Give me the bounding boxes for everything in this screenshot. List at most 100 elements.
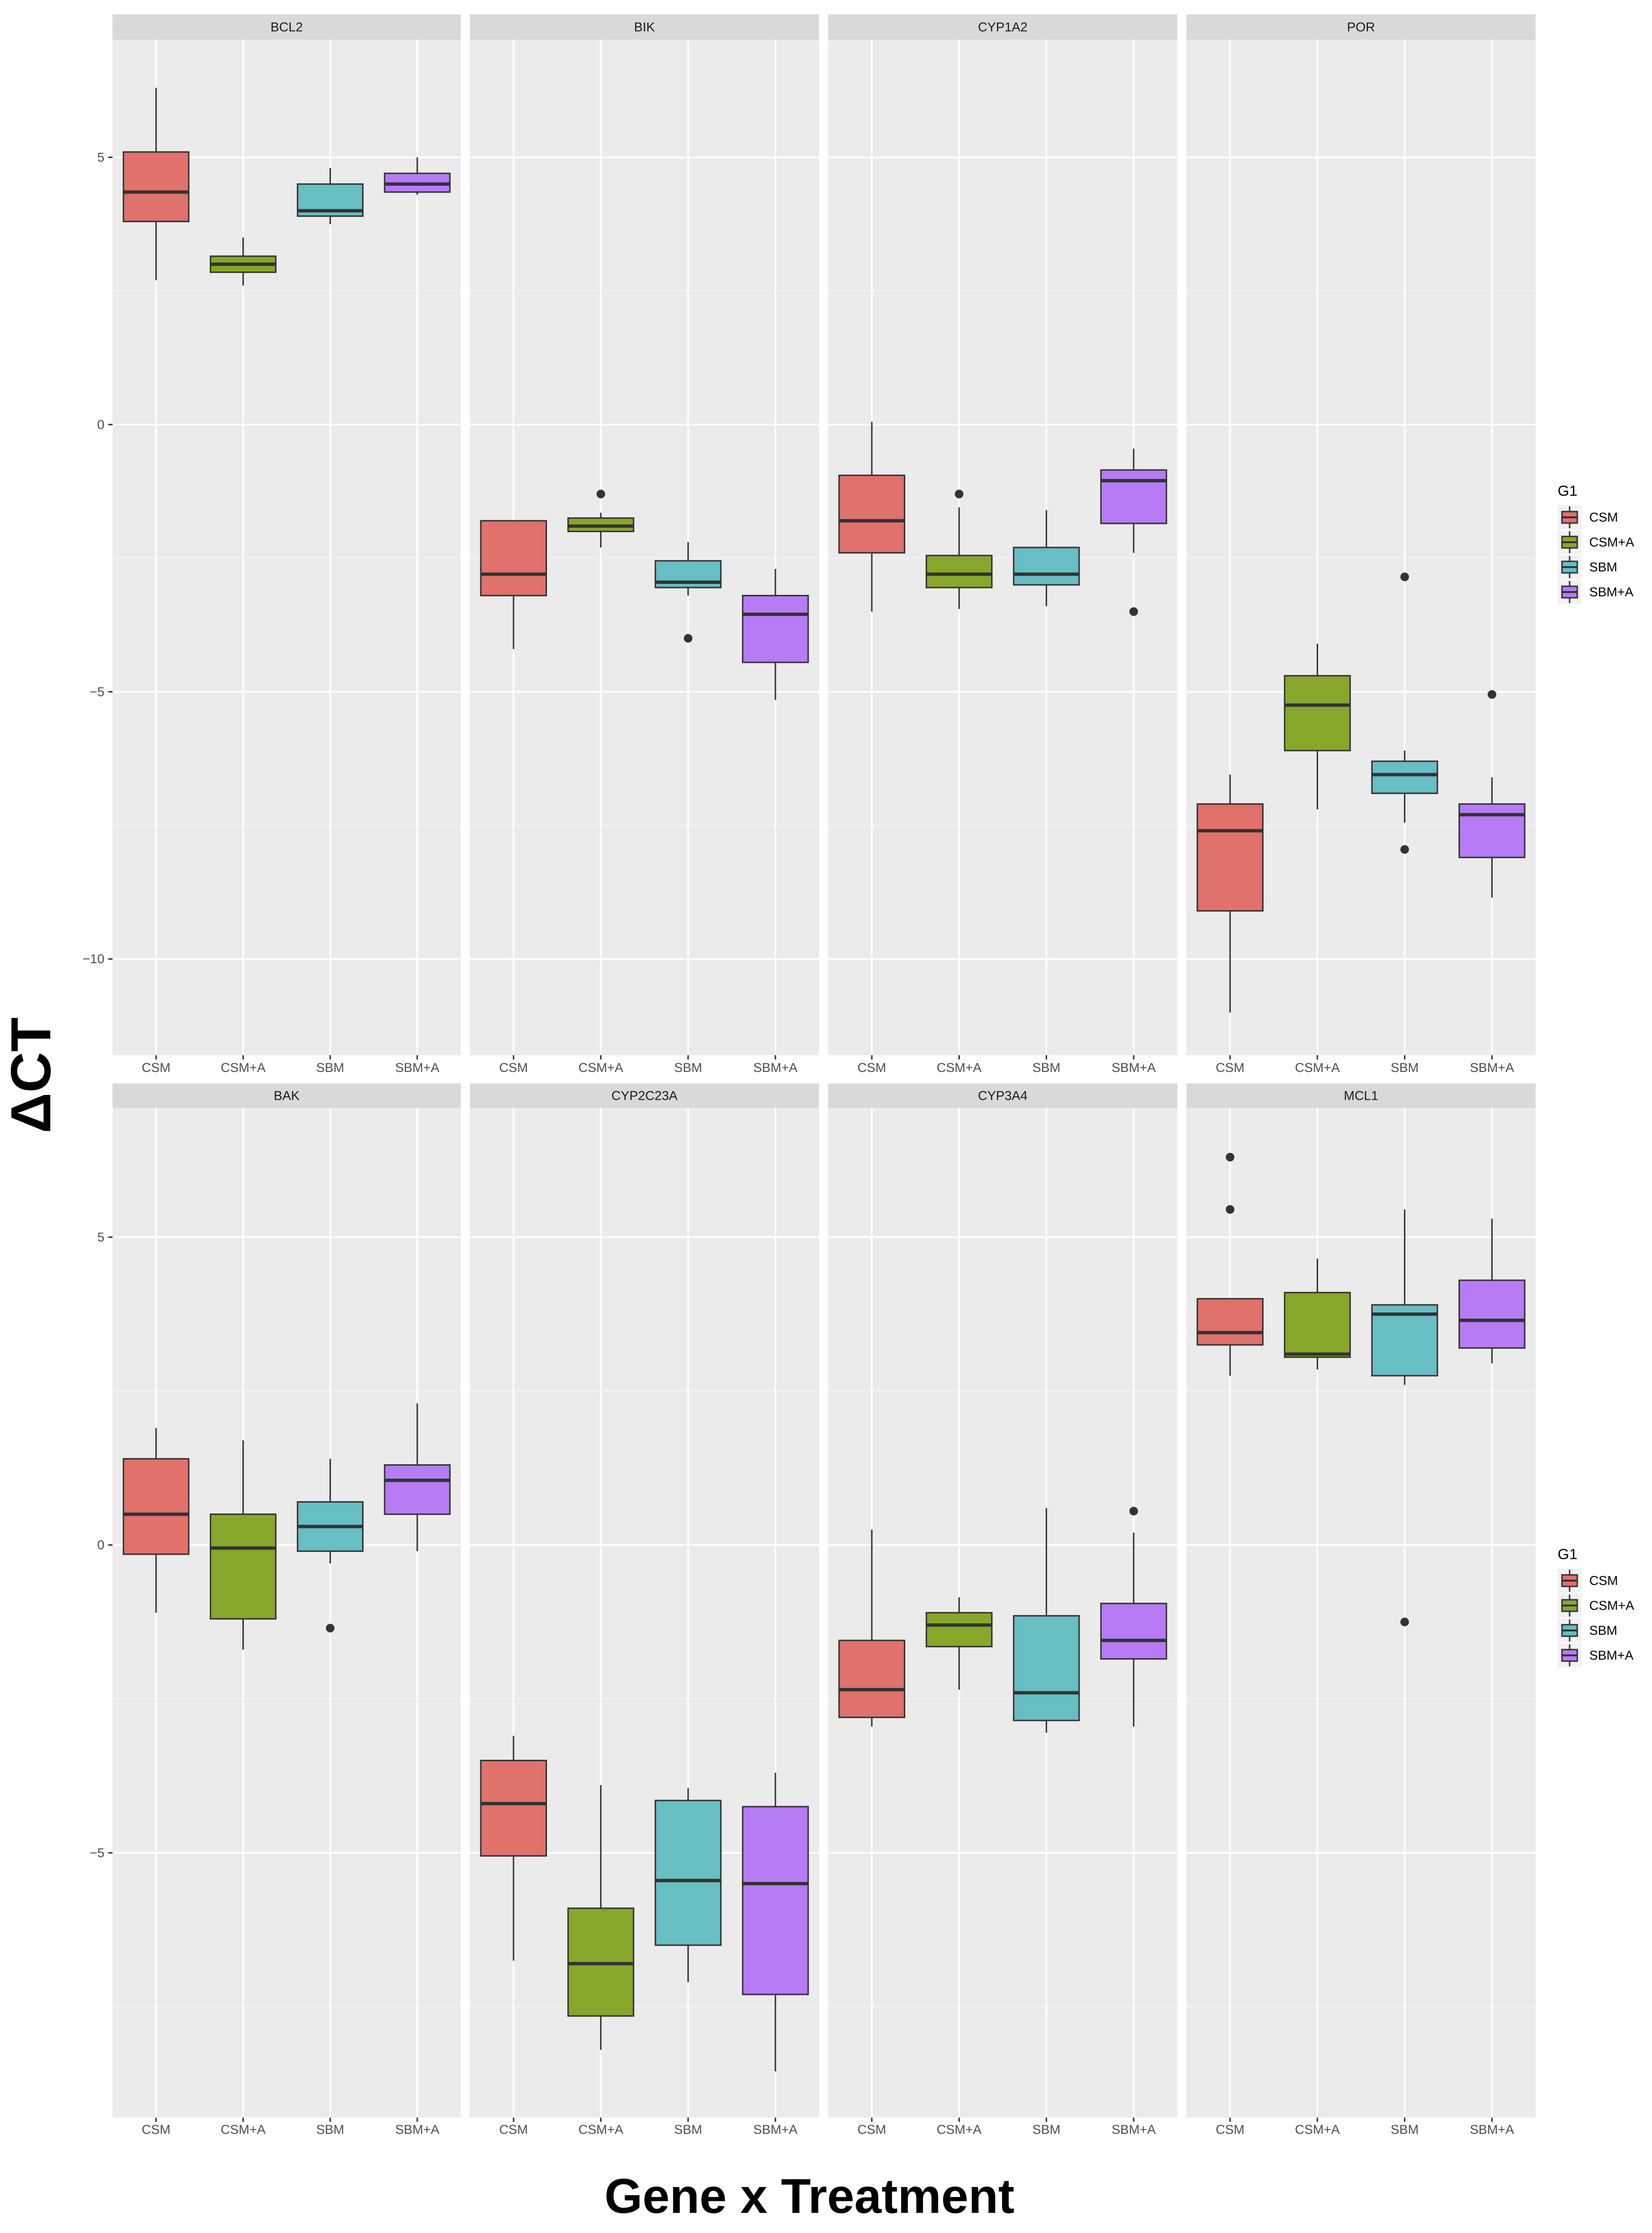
box-iqr [480, 520, 547, 596]
box-iqr [1100, 1603, 1167, 1660]
x-tick-label: SBM [316, 2122, 344, 2137]
x-tick-label: CSM+A [936, 2122, 981, 2137]
legend-key-csm-plus-a: CSM+A [1558, 1594, 1634, 1618]
box-sbm-plus-a [1100, 1506, 1167, 1727]
legend-key-sbm: SBM [1558, 1618, 1618, 1642]
panel-por: POR CSM CSM+A SBM SBM+A [1186, 14, 1536, 1075]
box-csm [123, 1428, 190, 1613]
y-tick-label: −5 [90, 684, 104, 699]
panel-bcl2: BCL2 CSM CSM+A SBM SBM+A [113, 14, 461, 1075]
panel-cyp1a2: CYP1A2 CSM CSM+A SBM SBM+A [828, 14, 1177, 1075]
box-iqr [838, 474, 905, 554]
facet-strip-label: BIK [634, 20, 655, 34]
legend-label: SBM+A [1589, 585, 1633, 599]
x-tick-label: CSM [857, 2122, 886, 2137]
box-sbm [654, 542, 722, 643]
facet-strip-label: POR [1347, 20, 1375, 34]
facet-strip-label: BAK [273, 1089, 299, 1103]
legend-title: G1 [1558, 482, 1577, 499]
box-csm [838, 422, 905, 612]
x-tick-label: SBM [674, 2122, 702, 2137]
x-tick-label: CSM+A [578, 2122, 623, 2137]
box-csm [1196, 1152, 1264, 1376]
panel-bak: BAK CSM CSM+A SBM SBM+A [113, 1083, 461, 2137]
y-tick-label: 0 [97, 417, 104, 432]
box-iqr [838, 1640, 905, 1719]
outlier-point [955, 490, 964, 499]
box-csm-plus-a [567, 490, 635, 547]
legend-key-sbm: SBM [1558, 555, 1618, 579]
x-tick-label: CSM [499, 2122, 528, 2137]
legend-label: SBM [1589, 1623, 1618, 1638]
box-iqr [209, 1513, 277, 1620]
box-csm [123, 88, 190, 281]
legend-label: SBM+A [1589, 1648, 1633, 1663]
x-tick-label: CSM+A [221, 1060, 266, 1075]
legend-label: CSM [1589, 510, 1618, 524]
facet-strip [113, 1083, 461, 1108]
facet-strip [1186, 14, 1536, 40]
box-iqr [384, 1464, 451, 1515]
x-tick-label: CSM [142, 1060, 171, 1075]
box-sbm [296, 1458, 364, 1633]
box-csm [480, 1736, 547, 1961]
x-tick-label: SBM+A [395, 2122, 439, 2137]
box-iqr [1196, 803, 1264, 912]
box-sbm [654, 1788, 722, 1982]
box-sbm-plus-a [1458, 690, 1526, 898]
box-csm-plus-a [209, 237, 277, 286]
box-sbm [296, 168, 364, 224]
x-tick-label: CSM+A [578, 1060, 623, 1075]
box-csm-plus-a [1284, 1258, 1351, 1370]
box-sbm-plus-a [384, 157, 451, 195]
x-tick-label: CSM+A [221, 2122, 266, 2137]
facet-strip-label: MCL1 [1344, 1089, 1378, 1103]
box-iqr [925, 555, 993, 589]
facet-strip-label: CYP2C23A [611, 1089, 677, 1103]
x-tick-label: SBM+A [1112, 1060, 1156, 1075]
box-iqr [480, 1759, 547, 1857]
y-tick-label: 5 [97, 1230, 104, 1244]
legend-1: G1 CSM CSM+A SBM SBM+A [1558, 482, 1634, 604]
outlier-point [596, 490, 605, 499]
box-csm-plus-a [209, 1440, 277, 1650]
legend-key-sbm-plus-a: SBM+A [1558, 1643, 1633, 1667]
x-tick-label: SBM+A [1470, 2122, 1514, 2137]
x-tick-label: SBM [316, 1060, 344, 1075]
legend-2: G1 CSM CSM+A SBM SBM+A [1558, 1546, 1634, 1667]
y-axis-title: ΔCT [0, 1017, 63, 1133]
x-tick-label: CSM [857, 1060, 886, 1075]
y-tick-label: −10 [82, 952, 104, 966]
legends-layer: G1 CSM CSM+A SBM SBM+A G1 CSM CSM+A SBM SBM+A [1558, 482, 1634, 1667]
outlier-point [1226, 1152, 1235, 1162]
box-iqr [1371, 760, 1438, 794]
x-tick-label: CSM+A [936, 1060, 981, 1075]
box-sbm-plus-a [384, 1403, 451, 1551]
box-sbm [1371, 1209, 1438, 1627]
box-iqr [925, 1612, 993, 1648]
panel-bik: BIK CSM CSM+A SBM SBM+A [470, 14, 819, 1075]
box-iqr [1371, 1304, 1438, 1377]
facet-strip-label: CYP3A4 [978, 1089, 1028, 1103]
box-sbm-plus-a [1458, 1219, 1526, 1364]
box-iqr [1458, 1279, 1526, 1349]
legend-label: CSM+A [1589, 1598, 1634, 1613]
panel-background [113, 1108, 461, 2118]
facet-strip-label: BCL2 [271, 20, 303, 34]
box-sbm [1371, 572, 1438, 854]
x-tick-label: SBM+A [1112, 2122, 1156, 2137]
panel-cyp3a4: CYP3A4 CSM CSM+A SBM SBM+A [828, 1083, 1177, 2137]
outlier-point [684, 634, 693, 643]
outlier-point [1487, 690, 1496, 699]
x-tick-label: SBM+A [753, 2122, 798, 2137]
box-sbm [1013, 1508, 1080, 1733]
facet-strip [113, 14, 461, 40]
box-iqr [654, 1800, 722, 1946]
outlier-point [1400, 572, 1409, 581]
legend-label: CSM+A [1589, 535, 1634, 549]
outlier-point [1226, 1205, 1235, 1214]
x-tick-label: CSM [1216, 1060, 1244, 1075]
box-sbm-plus-a [1100, 448, 1167, 616]
